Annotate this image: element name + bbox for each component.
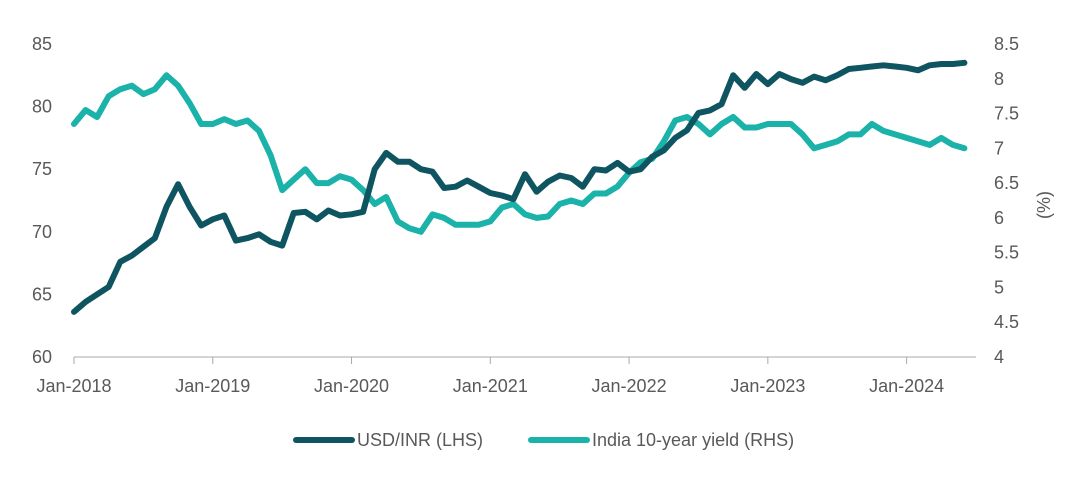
x-tick-label: Jan-2023	[730, 376, 805, 396]
left-y-tick-label: 80	[32, 97, 52, 117]
series-line-usd-inr	[71, 59, 968, 315]
right-y-tick-label: 8	[994, 69, 1004, 89]
right-y-tick-label: 4.5	[994, 312, 1019, 332]
right-axis-title: (%)	[1034, 191, 1054, 219]
series-line-india-10y-yield	[71, 72, 968, 235]
legend-label: USD/INR (LHS)	[357, 430, 483, 450]
left-y-tick-label: 85	[32, 34, 52, 54]
plot-area	[71, 59, 968, 315]
x-tick-label: Jan-2019	[175, 376, 250, 396]
axes: Jan-2018 Jan-2019 Jan-2020 Jan-2021 Jan-2022…	[32, 34, 1019, 396]
right-y-tick-label: 5.5	[994, 243, 1019, 263]
x-tick-label: Jan-2020	[314, 376, 389, 396]
right-y-tick-label: 7.5	[994, 104, 1019, 124]
x-tick-label: Jan-2018	[36, 376, 111, 396]
legend: USD/INR (LHS) India 10-year yield (RHS)	[293, 430, 794, 450]
x-tick-label: Jan-2021	[453, 376, 528, 396]
left-y-tick-label: 65	[32, 284, 52, 304]
left-y-tick-label: 60	[32, 347, 52, 367]
left-y-tick-label: 70	[32, 222, 52, 242]
right-y-tick-label: 4	[994, 347, 1004, 367]
right-y-tick-label: 7	[994, 138, 1004, 158]
right-y-tick-label: 8.5	[994, 34, 1019, 54]
right-y-tick-label: 5	[994, 277, 1004, 297]
left-y-tick-label: 75	[32, 159, 52, 179]
legend-label: India 10-year yield (RHS)	[592, 430, 794, 450]
x-tick-label: Jan-2022	[592, 376, 667, 396]
right-y-tick-label: 6	[994, 208, 1004, 228]
right-y-tick-label: 6.5	[994, 173, 1019, 193]
x-tick-label: Jan-2024	[869, 376, 944, 396]
